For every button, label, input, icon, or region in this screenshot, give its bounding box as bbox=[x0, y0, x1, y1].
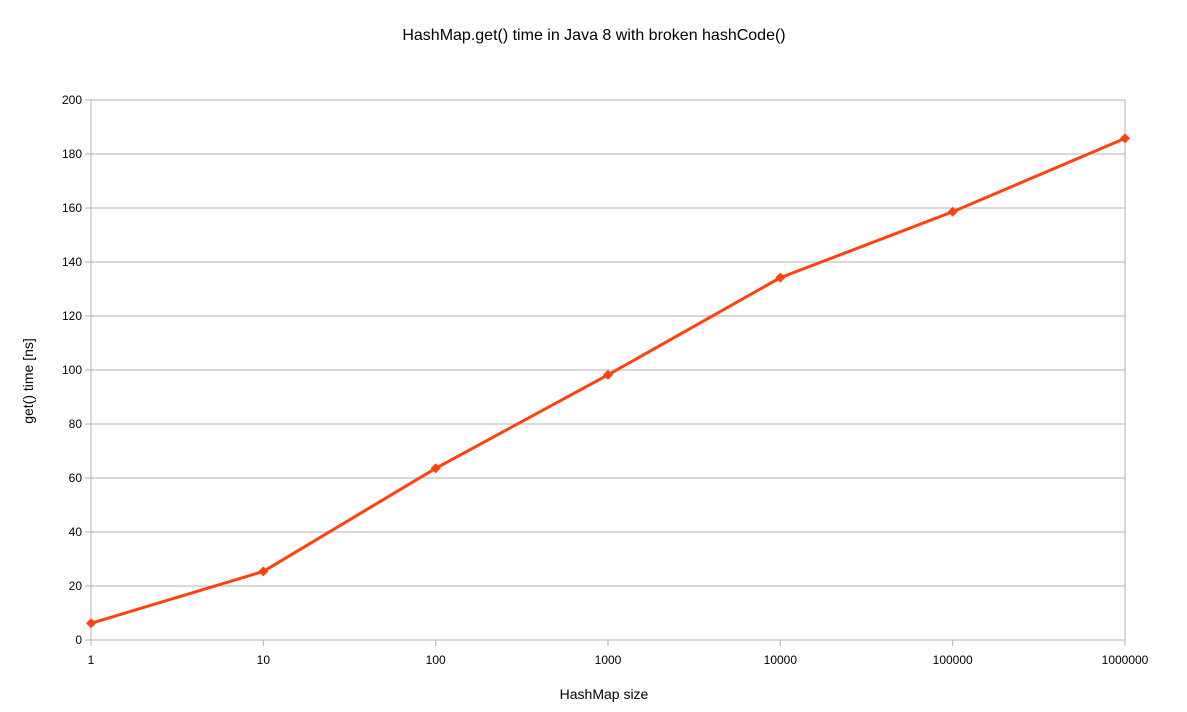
x-tick-label: 1 bbox=[88, 653, 95, 667]
data-point-marker bbox=[603, 369, 613, 380]
data-point-marker bbox=[1120, 133, 1130, 144]
y-tick-label: 40 bbox=[69, 525, 83, 539]
series-line-segment bbox=[89, 569, 265, 625]
x-tick-label: 1000 bbox=[595, 653, 622, 667]
chart-title: HashMap.get() time in Java 8 with broken… bbox=[402, 27, 785, 44]
y-tick-label: 160 bbox=[62, 201, 82, 215]
x-tick-label: 100000 bbox=[933, 653, 973, 667]
y-tick-label: 80 bbox=[69, 417, 83, 431]
series-line-segment bbox=[434, 373, 610, 470]
x-tick-label: 10 bbox=[257, 653, 271, 667]
data-point-marker bbox=[86, 618, 96, 629]
y-tick-label: 20 bbox=[69, 579, 83, 593]
data-point-marker bbox=[947, 206, 958, 217]
series-line-segment bbox=[606, 276, 782, 377]
y-tick-label: 200 bbox=[62, 93, 82, 107]
x-tick-label: 10000 bbox=[764, 653, 798, 667]
y-tick-label: 140 bbox=[62, 255, 82, 269]
data-point-marker bbox=[430, 463, 441, 474]
series-line-segment bbox=[951, 136, 1127, 214]
data-point-marker bbox=[775, 272, 786, 283]
x-axis-ticks: 1 10 100 1000 10000 100000 1000000 bbox=[88, 640, 1149, 667]
y-tick-label: 60 bbox=[69, 471, 83, 485]
series-group bbox=[86, 133, 1130, 629]
x-tick-label: 100 bbox=[426, 653, 446, 667]
y-axis-title: get() time [ns] bbox=[20, 338, 36, 424]
x-tick-label: 1000000 bbox=[1102, 653, 1149, 667]
series-0 bbox=[86, 133, 1130, 629]
series-line-segment bbox=[261, 466, 438, 573]
data-point-marker bbox=[258, 566, 269, 577]
y-axis-ticks: 0 20 40 60 80 100 120 140 160 180 200 bbox=[62, 93, 91, 647]
y-tick-label: 100 bbox=[62, 363, 82, 377]
y-tick-label: 180 bbox=[62, 147, 82, 161]
x-axis-title: HashMap size bbox=[560, 686, 649, 702]
y-tick-label: 0 bbox=[75, 633, 82, 647]
y-tick-label: 120 bbox=[62, 309, 82, 323]
series-line-segment bbox=[778, 210, 955, 280]
